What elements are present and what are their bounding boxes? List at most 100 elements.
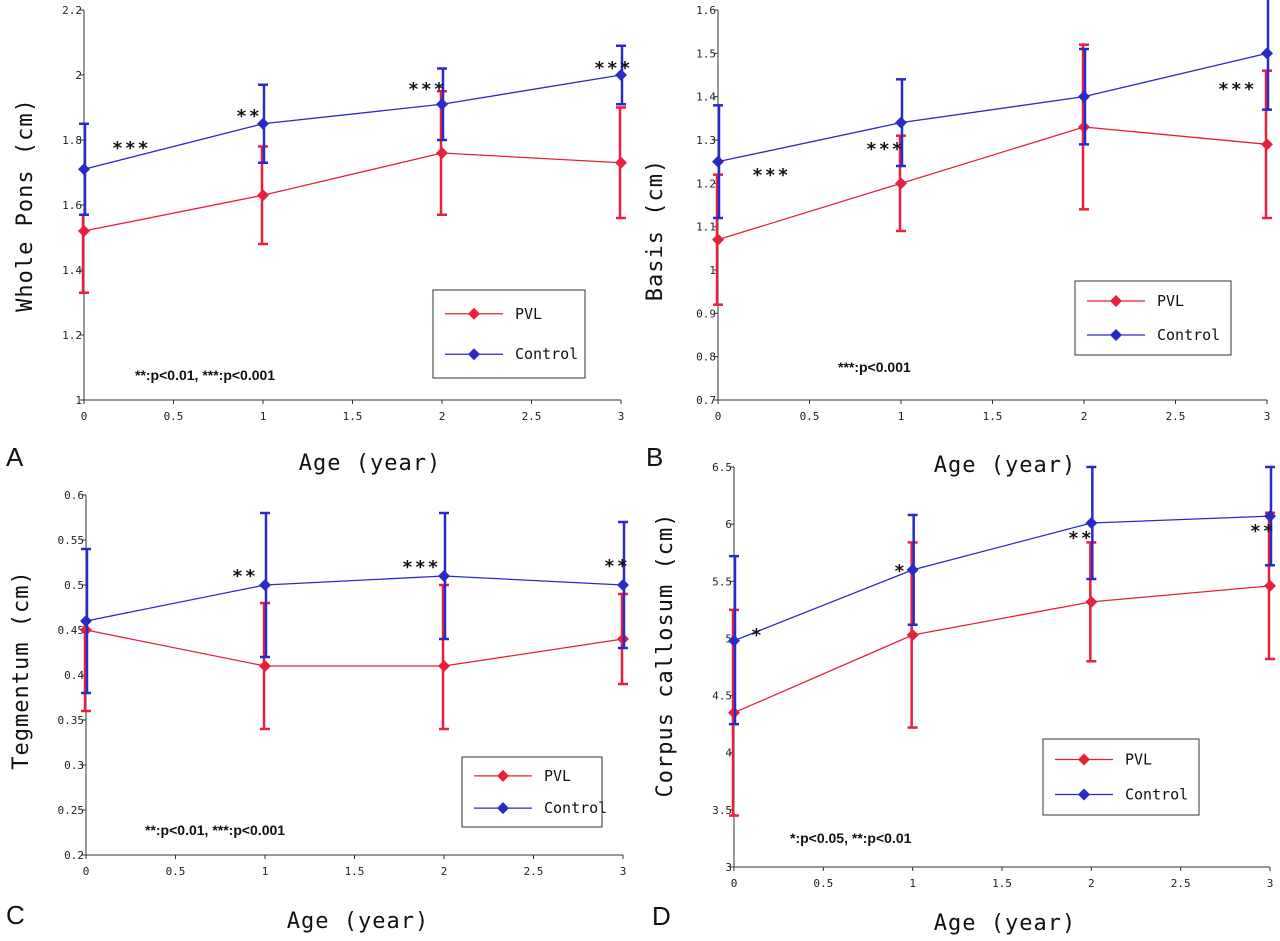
series-line <box>85 629 624 667</box>
x-tick-label: 1 <box>898 410 905 423</box>
legend-marker <box>1078 788 1090 801</box>
legend-label: Control <box>1125 785 1188 803</box>
x-tick-label: 2 <box>1081 410 1088 423</box>
y-tick-label: 6 <box>725 518 732 531</box>
y-tick-label: 1 <box>709 264 716 277</box>
x-tick-label: 2 <box>1088 877 1095 890</box>
data-point <box>438 570 450 582</box>
significance-stars: *** <box>594 58 633 79</box>
x-tick-label: 0 <box>731 877 738 890</box>
x-tick-label: 0 <box>715 410 722 423</box>
legend-label: Control <box>544 799 607 817</box>
x-tick-label: 1.5 <box>992 877 1012 890</box>
y-tick-label: 6.5 <box>712 461 732 474</box>
y-axis-title: Basis (cm) <box>643 159 668 301</box>
series-line <box>717 52 1268 163</box>
data-point <box>617 579 629 591</box>
y-tick-label: 0.8 <box>696 351 716 364</box>
series-line <box>733 585 1271 714</box>
y-tick-label: 1.4 <box>696 91 716 104</box>
data-point <box>1085 517 1098 529</box>
legend-box <box>432 289 586 379</box>
y-tick-label: 5.5 <box>712 575 732 588</box>
y-tick-label: 2.2 <box>62 4 82 17</box>
series-control <box>80 511 629 695</box>
x-tick-label: 2.5 <box>524 865 544 878</box>
x-tick-label: 0.5 <box>166 865 186 878</box>
y-tick-label: 1.8 <box>62 134 82 147</box>
chart-panel-d: 0 0.5 1 1.5 2 2.5 3 3 3.5 4 4.5 5 5.5 6 6.5 Age (year) C… <box>652 461 1276 936</box>
data-point <box>436 147 448 159</box>
y-tick-label: 5 <box>725 632 732 645</box>
x-tick-label: 1.5 <box>343 410 363 423</box>
x-tick-label: 0.5 <box>800 410 820 423</box>
x-tick-label: 2 <box>441 865 448 878</box>
y-tick-label: 1.3 <box>696 134 716 147</box>
y-tick-label: 0.55 <box>58 534 85 547</box>
significance-stars: ** <box>1250 521 1276 542</box>
y-tick-label: 4 <box>725 747 732 760</box>
y-tick-label: 1.5 <box>696 47 716 60</box>
data-point <box>1261 138 1273 151</box>
legend-marker <box>468 307 480 320</box>
x-tick-label: 0.5 <box>813 877 833 890</box>
legend-marker <box>497 802 509 815</box>
y-tick-label: 0.6 <box>64 489 84 502</box>
y-tick-label: 1.1 <box>696 221 716 234</box>
data-point <box>438 660 450 672</box>
legend-label: PVL <box>1125 751 1152 769</box>
x-tick-label: 0.5 <box>164 410 184 423</box>
y-tick-label: 0.4 <box>64 669 84 682</box>
data-point <box>80 615 92 627</box>
significance-stars: ** <box>1068 528 1094 549</box>
y-tick-label: 0.45 <box>58 624 85 637</box>
y-tick-label: 2 <box>75 69 82 82</box>
legend: PVL Control <box>432 289 586 379</box>
x-axis-title: Age (year) <box>934 911 1076 936</box>
series-control <box>728 465 1276 726</box>
data-point <box>78 225 90 237</box>
series-control <box>78 44 627 216</box>
x-tick-label: 1 <box>260 410 267 423</box>
data-point <box>1264 510 1276 523</box>
x-tick-label: 3 <box>618 410 625 423</box>
data-point <box>895 116 907 129</box>
legend-label: PVL <box>544 767 571 785</box>
x-tick-label: 2.5 <box>1166 410 1186 423</box>
series-pvl <box>712 43 1273 306</box>
significance-stars: ** <box>236 106 262 127</box>
x-axis-title: Age (year) <box>287 909 429 934</box>
y-tick-label: 1.4 <box>62 264 82 277</box>
y-tick-label: 0.2 <box>64 849 84 862</box>
significance-stars: *** <box>1218 79 1257 100</box>
y-tick-label: 0.35 <box>58 714 85 727</box>
y-tick-label: 1.6 <box>696 4 716 17</box>
series-line <box>83 152 622 232</box>
y-tick-label: 0.3 <box>64 759 84 772</box>
chart-panel-c: 0 0.5 1 1.5 2 2.5 3 0.2 0.25 0.3 0.35 0.4 0.45 0.5 0.5… <box>6 489 629 934</box>
legend-marker <box>1078 753 1090 766</box>
legend-marker <box>1110 329 1122 342</box>
significance-stars: *** <box>112 138 151 159</box>
panel-letter: C <box>6 900 25 930</box>
y-tick-label: 3.5 <box>712 804 732 817</box>
x-tick-label: 0 <box>83 865 90 878</box>
data-point <box>895 177 907 190</box>
x-tick-label: 1 <box>909 877 916 890</box>
data-point <box>1264 579 1276 592</box>
y-tick-label: 1.2 <box>62 329 82 342</box>
y-axis-title: Tegmentum (cm) <box>9 570 34 769</box>
legend: PVL Control <box>1042 738 1200 816</box>
y-tick-label: 1 <box>75 394 82 407</box>
series-pvl <box>78 90 627 294</box>
p-value-note: ***:p<0.001 <box>838 359 911 375</box>
panel-letter: D <box>652 901 671 931</box>
x-tick-label: 2.5 <box>1171 877 1191 890</box>
data-point <box>436 98 448 111</box>
data-point <box>78 163 90 176</box>
legend: PVL Control <box>461 756 607 828</box>
legend-marker <box>497 769 509 782</box>
data-point <box>257 117 269 130</box>
legend-label: Control <box>1157 326 1220 344</box>
x-tick-label: 3 <box>1264 410 1271 423</box>
